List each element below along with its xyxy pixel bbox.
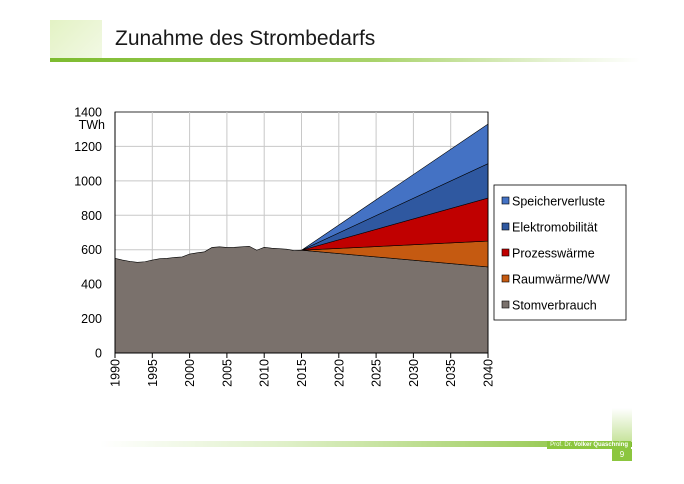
x-tick-label: 2020 xyxy=(332,359,346,387)
slide-title: Zunahme des Strombedarfs xyxy=(115,27,376,50)
legend-label-elektromobilit-t: Elektromobilität xyxy=(512,221,598,235)
y-tick-label: 200 xyxy=(81,312,102,326)
y-tick-label: 1200 xyxy=(74,140,102,154)
legend-swatch-prozessw-rme xyxy=(501,248,510,257)
x-tick-label: 2010 xyxy=(258,359,272,387)
page-number: 9 xyxy=(612,449,632,461)
legend-swatch-stomverbrauch xyxy=(501,300,510,309)
y-tick-label: 600 xyxy=(81,243,102,257)
author-name: Volker Quaschning xyxy=(573,442,628,448)
title-corner-decoration xyxy=(50,20,102,62)
legend-label-stomverbrauch: Stomverbrauch xyxy=(512,299,597,313)
x-tick-label: 2040 xyxy=(482,359,496,387)
footer-bar xyxy=(100,441,632,447)
author-label: Prof. Dr. Volker Quaschning xyxy=(547,441,631,449)
legend-label-raumw-rme-ww: Raumwärme/WW xyxy=(512,273,610,287)
y-tick-label: 1000 xyxy=(74,174,102,188)
legend-swatch-raumw-rme-ww xyxy=(501,274,510,283)
y-tick-label: 800 xyxy=(81,209,102,223)
x-tick-label: 2035 xyxy=(444,359,458,387)
x-tick-label: 1995 xyxy=(146,359,160,387)
x-tick-label: 2025 xyxy=(370,359,384,387)
legend-swatch-elektromobilit-t xyxy=(501,222,510,231)
legend-box xyxy=(493,184,627,321)
x-tick-label: 2015 xyxy=(295,359,309,387)
title-underline xyxy=(50,58,640,62)
x-tick-label: 2030 xyxy=(407,359,421,387)
y-axis-label: TWh xyxy=(79,118,105,132)
legend-swatch-speicherverluste xyxy=(501,196,510,205)
author-prefix: Prof. Dr. xyxy=(550,442,573,448)
x-tick-label: 2000 xyxy=(183,359,197,387)
legend-label-speicherverluste: Speicherverluste xyxy=(512,195,605,209)
legend: Speicherverluste Elektromobilität Prozessw… xyxy=(493,184,627,321)
legend-label-prozessw-rme: Prozesswärme xyxy=(512,247,595,261)
footer-vertical-bar xyxy=(612,408,632,442)
x-tick-label: 2005 xyxy=(220,359,234,387)
x-tick-label: 1990 xyxy=(109,359,123,387)
y-tick-label: 0 xyxy=(95,347,102,361)
y-tick-label: 400 xyxy=(81,278,102,292)
area-series-stomverbrauch xyxy=(114,245,489,354)
y-tick-label: 1400 xyxy=(74,106,102,120)
